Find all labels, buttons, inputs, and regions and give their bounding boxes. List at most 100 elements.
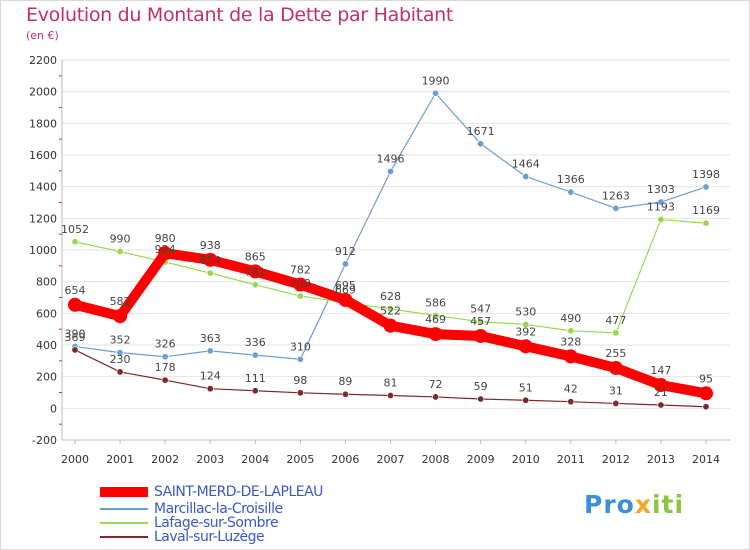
data-point (432, 312, 440, 320)
data-point (477, 140, 485, 148)
data-point (248, 264, 263, 279)
data-label: 31 (609, 384, 623, 397)
data-point (657, 401, 665, 409)
x-tick-label: 2010 (512, 453, 540, 466)
x-tick-label: 2006 (331, 453, 359, 466)
chart-title: Evolution du Montant de la Dette par Hab… (26, 4, 454, 26)
y-tick-label: 600 (36, 307, 57, 320)
x-tick-label: 2012 (602, 453, 630, 466)
data-point (657, 198, 665, 206)
data-point (386, 305, 394, 313)
x-tick-label: 2007 (377, 453, 405, 466)
data-label: 582 (110, 295, 131, 308)
data-label: 352 (110, 334, 131, 347)
data-label: 1052 (61, 223, 89, 236)
data-point (158, 246, 173, 261)
x-tick-label: 2002 (151, 453, 179, 466)
data-label: 1303 (647, 183, 675, 196)
data-label: 1169 (692, 204, 720, 217)
legend-label: SAINT-MERD-DE-LAPLEAU (154, 484, 323, 500)
data-point (612, 204, 620, 212)
data-label: 363 (200, 332, 221, 345)
data-label: 390 (65, 328, 86, 341)
legend-item: Lafage-sur-Sombre (100, 515, 279, 531)
y-tick-label: 200 (36, 371, 57, 384)
data-point (203, 252, 218, 267)
data-label: 782 (290, 264, 311, 277)
x-tick-label: 2014 (692, 453, 720, 466)
data-point (113, 309, 128, 324)
data-point (338, 292, 353, 307)
legend-item: Marcillac-la-Croisille (100, 501, 283, 517)
data-point (296, 355, 304, 363)
legend-item: SAINT-MERD-DE-LAPLEAU (100, 484, 323, 500)
data-label: 98 (293, 374, 307, 387)
data-label: 469 (425, 313, 446, 326)
data-point (653, 378, 668, 393)
data-label: 457 (470, 315, 491, 328)
data-point (522, 396, 530, 404)
data-label: 586 (425, 297, 446, 310)
data-label: 178 (155, 361, 176, 374)
data-point (657, 215, 665, 223)
data-label: 326 (155, 338, 176, 351)
data-label: 865 (245, 250, 266, 263)
data-point (702, 219, 710, 227)
data-label: 912 (335, 245, 356, 258)
data-label: 310 (290, 340, 311, 353)
data-label: 547 (470, 303, 491, 316)
data-point (251, 281, 259, 289)
data-label: 781 (245, 266, 266, 279)
data-point (68, 297, 82, 312)
data-point (567, 327, 575, 335)
x-tick-label: 2009 (467, 453, 495, 466)
legend-label: Laval-sur-Luzège (154, 529, 265, 545)
data-point (161, 376, 169, 384)
legend-item: Laval-sur-Luzège (100, 529, 265, 545)
data-point (116, 349, 124, 357)
data-point (386, 167, 394, 175)
data-label: 21 (654, 386, 668, 399)
data-point (522, 173, 530, 181)
data-label: 42 (564, 383, 578, 396)
data-label: 328 (560, 335, 581, 348)
data-point (206, 385, 214, 393)
data-label: 1263 (602, 189, 630, 202)
x-tick-label: 2004 (241, 453, 269, 466)
data-point (702, 183, 710, 191)
data-label: 124 (200, 370, 221, 383)
data-point (522, 320, 530, 328)
data-label: 1398 (692, 168, 720, 181)
legend-swatch (100, 487, 148, 497)
y-tick-label: 2200 (29, 54, 57, 67)
y-tick-label: 1200 (29, 212, 57, 225)
data-label: 336 (245, 336, 266, 349)
data-label: 89 (338, 375, 352, 388)
y-tick-label: 1000 (29, 244, 57, 257)
x-tick-label: 2005 (286, 453, 314, 466)
data-label: 147 (650, 364, 671, 377)
data-point (477, 395, 485, 403)
data-point (567, 188, 575, 196)
data-point (518, 339, 533, 354)
data-label: 695 (335, 279, 356, 292)
data-point (206, 347, 214, 355)
legend-swatch (100, 536, 148, 538)
data-point (612, 399, 620, 407)
y-tick-label: -200 (32, 434, 57, 447)
data-label: 938 (200, 239, 221, 252)
data-label: 490 (560, 312, 581, 325)
legend-label: Marcillac-la-Croisille (154, 501, 283, 517)
legend-swatch (100, 522, 148, 524)
data-point (161, 353, 169, 361)
data-label: 72 (429, 378, 443, 391)
data-label: 628 (380, 290, 401, 303)
data-label: 59 (474, 380, 488, 393)
data-label: 392 (515, 325, 536, 338)
data-point (702, 403, 710, 411)
data-point (432, 393, 440, 401)
data-label: 1366 (557, 173, 585, 186)
data-point (477, 318, 485, 326)
data-label: 980 (155, 232, 176, 245)
